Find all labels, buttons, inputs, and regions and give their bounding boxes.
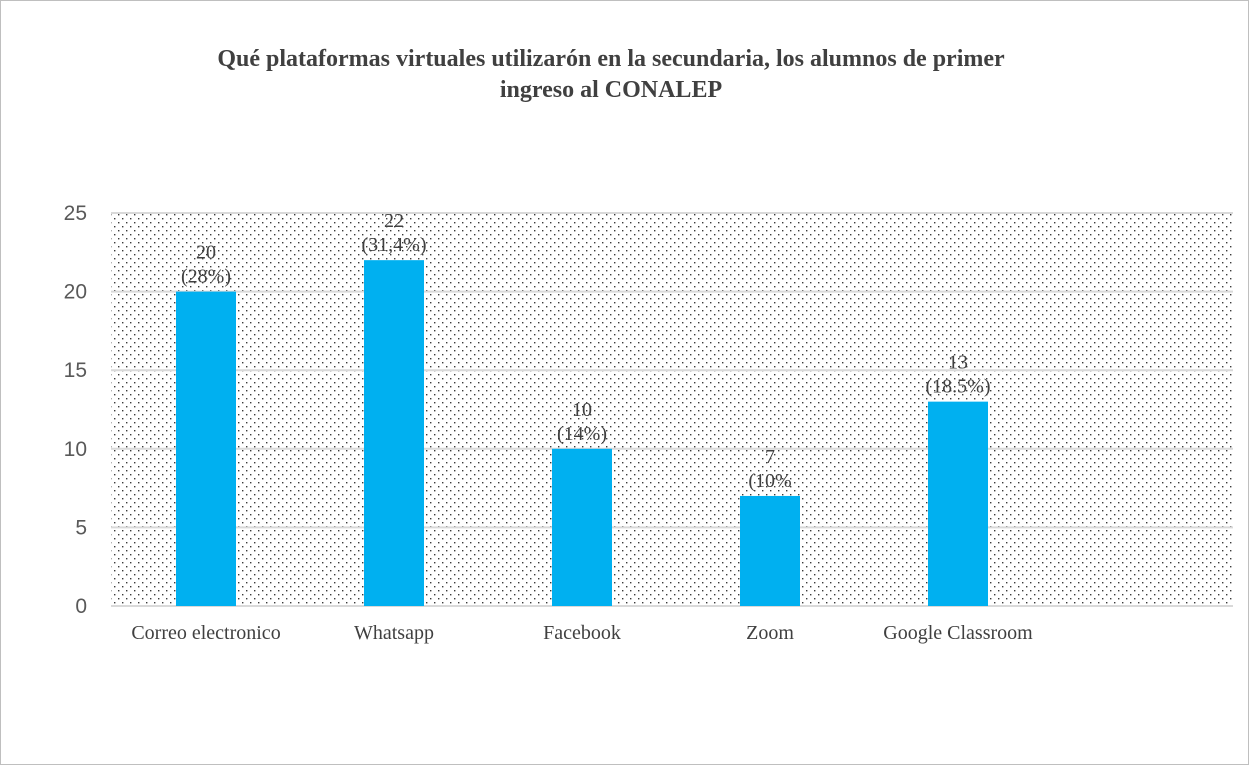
data-label-value: 13 [948, 352, 968, 374]
data-label-value: 22 [384, 210, 404, 232]
x-category-label: Google Classroom [883, 622, 1033, 644]
data-label-value: 20 [196, 242, 216, 264]
bar [176, 291, 236, 606]
data-label-percent: (28%) [181, 266, 231, 288]
data-label-percent: (18.5%) [926, 376, 991, 398]
x-category-label: Zoom [746, 622, 794, 644]
chart-title-line-1: Qué plataformas virtuales utilizarón en … [217, 46, 1005, 72]
plot-area [111, 213, 1233, 606]
data-labels: 20(28%) 22(31,4%) 10(14%) 7(10% 13(18.5%) [181, 210, 990, 492]
y-tick-label: 5 [75, 516, 87, 539]
data-label-value: 7 [765, 446, 775, 468]
bar [740, 495, 800, 606]
x-category-label: Correo electronico [131, 622, 280, 644]
bar [552, 448, 612, 606]
y-tick-label: 25 [64, 202, 87, 225]
data-label-percent: (10% [748, 470, 791, 492]
y-tick-label: 0 [75, 595, 87, 618]
chart-title: Qué plataformas virtuales utilizarón en … [101, 44, 1121, 106]
y-axis: 0 5 10 15 20 25 [64, 202, 87, 618]
bar [928, 401, 988, 606]
data-label-percent: (14%) [557, 423, 607, 445]
bars [176, 260, 988, 606]
data-label-value: 10 [572, 399, 592, 421]
y-tick-label: 15 [64, 359, 87, 382]
x-axis: Correo electronico Whatsapp Facebook Zoom Go… [131, 622, 1033, 644]
x-category-label: Facebook [543, 622, 621, 644]
bar [364, 260, 424, 606]
chart-title-line-2: ingreso al CONALEP [499, 77, 723, 103]
gridlines [111, 212, 1233, 607]
data-label-percent: (31,4%) [362, 234, 427, 256]
x-category-label: Whatsapp [354, 622, 434, 644]
y-tick-label: 10 [64, 438, 87, 461]
y-tick-label: 20 [64, 281, 87, 304]
